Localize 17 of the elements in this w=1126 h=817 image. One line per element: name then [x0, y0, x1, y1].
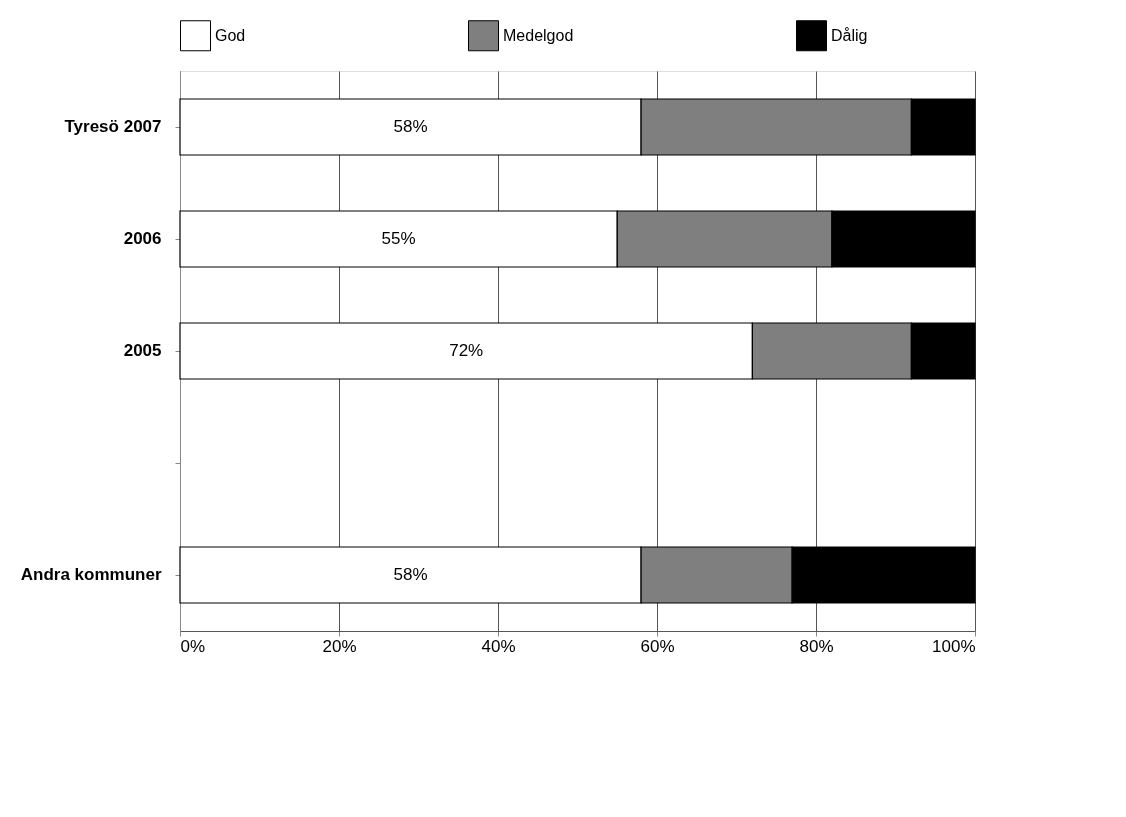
- y-tick-label: Andra kommuner: [20, 565, 162, 584]
- x-tick-label: 100%: [932, 636, 976, 656]
- x-tick-label: 20%: [322, 636, 357, 656]
- legend-label: Medelgod: [503, 26, 574, 44]
- y-tick-label: 2005: [123, 341, 162, 360]
- legend-label: God: [215, 26, 246, 44]
- x-tick-label: 80%: [799, 636, 834, 656]
- y-tick-label: 2006: [123, 229, 162, 248]
- data-label: 72%: [449, 341, 484, 360]
- x-tick-label: 40%: [481, 636, 516, 656]
- y-tick-label: Tyresö 2007: [64, 117, 162, 136]
- data-label: 58%: [393, 117, 428, 136]
- data-label: 55%: [381, 229, 416, 248]
- data-label: 58%: [393, 565, 428, 584]
- legend-label: Dålig: [831, 26, 868, 44]
- x-tick-label: 0%: [180, 636, 206, 656]
- x-tick-label: 60%: [640, 636, 675, 656]
